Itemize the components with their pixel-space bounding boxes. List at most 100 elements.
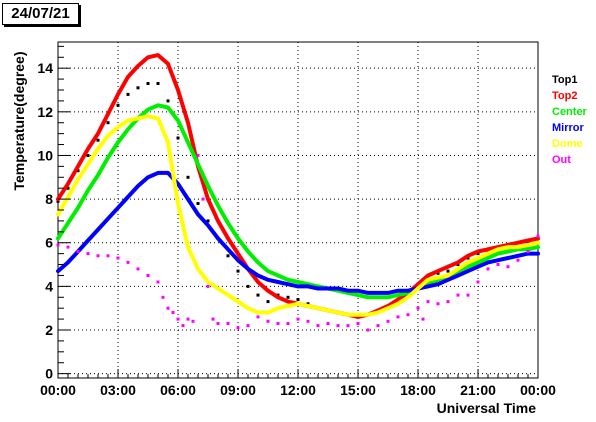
data-point: [56, 199, 60, 203]
data-point: [486, 252, 490, 256]
data-point: [86, 154, 90, 157]
data-point: [266, 278, 270, 282]
data-point: [346, 324, 350, 328]
data-point: [516, 245, 520, 249]
data-point: [526, 243, 530, 247]
data-point: [296, 298, 300, 301]
data-point: [226, 247, 230, 251]
data-point: [396, 315, 400, 319]
data-point: [526, 250, 530, 253]
data-point: [316, 287, 320, 290]
data-point: [116, 256, 120, 260]
data-point: [266, 269, 270, 273]
data-point: [276, 274, 280, 277]
data-point: [146, 274, 150, 277]
data-point: [296, 280, 300, 284]
data-point: [506, 265, 510, 269]
data-point: [336, 311, 340, 314]
data-point: [486, 247, 490, 251]
data-point: [236, 252, 240, 256]
data-point: [496, 258, 500, 262]
data-point: [226, 254, 230, 258]
data-point: [156, 171, 160, 175]
data-point: [156, 82, 160, 85]
data-point: [136, 267, 140, 271]
data-point: [396, 298, 400, 301]
data-point: [191, 319, 195, 323]
data-point: [236, 258, 240, 262]
data-point: [286, 282, 290, 286]
data-point: [146, 175, 150, 179]
data-point: [306, 319, 310, 323]
chart-title: 24/07/21: [2, 3, 79, 25]
data-point: [236, 300, 240, 304]
x-tick-label: 03:00: [100, 382, 136, 398]
data-point: [126, 260, 130, 264]
data-point: [126, 75, 130, 79]
data-point: [206, 219, 210, 223]
legend-entry: Mirror: [552, 122, 585, 134]
data-point: [346, 289, 350, 293]
data-point: [296, 284, 300, 288]
data-point: [436, 282, 440, 286]
data-point: [226, 236, 230, 240]
series-dome: [56, 114, 540, 317]
data-point: [386, 319, 390, 323]
data-point: [136, 86, 140, 90]
data-point: [256, 280, 260, 284]
data-point: [426, 274, 430, 277]
data-point: [76, 164, 80, 168]
series-mirror: [56, 170, 540, 295]
data-point: [386, 306, 390, 310]
data-point: [416, 306, 420, 310]
y-tick-label: 0: [45, 366, 53, 382]
y-tick-label: 14: [37, 60, 53, 76]
data-point: [406, 295, 410, 299]
data-point: [216, 204, 220, 208]
data-point: [76, 250, 80, 253]
data-point: [116, 206, 120, 210]
data-point: [86, 162, 90, 166]
data-point: [86, 188, 90, 192]
data-point: [226, 322, 230, 325]
data-point: [406, 289, 410, 293]
data-point: [176, 88, 180, 92]
data-point: [496, 263, 500, 266]
data-point: [76, 178, 80, 181]
data-point: [486, 260, 490, 264]
data-point: [456, 267, 460, 271]
data-point: [86, 147, 90, 151]
data-point: [266, 289, 270, 293]
x-axis-label: Universal Time: [437, 400, 537, 416]
data-point: [246, 284, 250, 288]
data-point: [306, 284, 310, 288]
data-point: [206, 197, 210, 201]
data-point: [426, 284, 430, 288]
data-point: [416, 282, 420, 286]
data-point: [96, 228, 100, 232]
data-point: [166, 171, 170, 175]
data-point: [466, 265, 470, 269]
x-tick-label: 21:00: [460, 382, 496, 398]
x-tick-label: 06:00: [160, 382, 196, 398]
data-point: [506, 250, 510, 253]
axes: 00:00 03:00 06:00 09:00 12:00 15:00 18:00 21:00…: [37, 45, 556, 398]
data-point: [416, 287, 420, 290]
data-point: [486, 267, 490, 271]
data-point: [496, 247, 500, 251]
data-point: [186, 317, 190, 321]
data-point: [526, 241, 530, 245]
data-point: [186, 197, 190, 201]
data-point: [136, 64, 140, 68]
data-point: [316, 306, 320, 310]
y-tick-label: 4: [45, 278, 53, 294]
data-point: [306, 304, 310, 308]
data-point: [536, 245, 540, 249]
legend-entry: Center: [552, 106, 588, 118]
data-point: [186, 245, 190, 249]
data-point: [316, 324, 320, 328]
data-point: [56, 236, 60, 240]
data-point: [176, 182, 180, 186]
x-tick-label: 12:00: [280, 382, 316, 398]
